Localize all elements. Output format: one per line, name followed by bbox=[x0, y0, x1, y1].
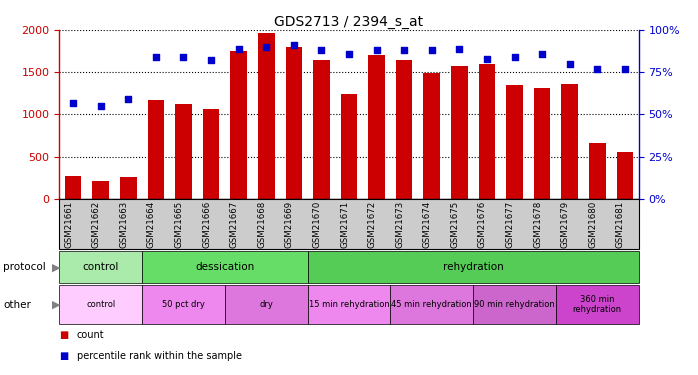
Point bbox=[150, 54, 161, 60]
Text: rehydration: rehydration bbox=[443, 262, 503, 272]
Bar bbox=[203, 110, 219, 199]
Point bbox=[399, 47, 410, 53]
Text: GSM21668: GSM21668 bbox=[258, 200, 266, 248]
Text: GDS2713 / 2394_s_at: GDS2713 / 2394_s_at bbox=[274, 15, 424, 29]
Text: 90 min rehydration: 90 min rehydration bbox=[474, 300, 555, 309]
Bar bbox=[534, 88, 551, 199]
Point bbox=[233, 46, 244, 52]
Bar bbox=[258, 33, 274, 199]
Point bbox=[426, 47, 438, 53]
Bar bbox=[479, 64, 495, 199]
Point bbox=[343, 51, 355, 57]
Text: GSM21667: GSM21667 bbox=[230, 200, 239, 248]
Point bbox=[205, 57, 216, 63]
Bar bbox=[92, 181, 109, 199]
Bar bbox=[561, 84, 578, 199]
Text: GSM21674: GSM21674 bbox=[423, 200, 432, 248]
Text: GSM21679: GSM21679 bbox=[560, 201, 570, 248]
Text: 50 pct dry: 50 pct dry bbox=[162, 300, 205, 309]
Bar bbox=[147, 100, 164, 199]
Point bbox=[482, 56, 493, 62]
Text: GSM21673: GSM21673 bbox=[395, 200, 404, 248]
Bar bbox=[506, 85, 523, 199]
Bar bbox=[396, 60, 413, 199]
Point bbox=[315, 47, 327, 53]
Point bbox=[564, 61, 575, 67]
Text: GSM21676: GSM21676 bbox=[478, 200, 487, 248]
Point bbox=[509, 54, 520, 60]
Text: GSM21662: GSM21662 bbox=[91, 200, 101, 248]
Text: other: other bbox=[3, 300, 31, 310]
Bar bbox=[616, 152, 633, 199]
Text: ▶: ▶ bbox=[52, 262, 61, 272]
Point bbox=[288, 42, 299, 48]
Text: GSM21669: GSM21669 bbox=[285, 201, 294, 248]
Text: GSM21670: GSM21670 bbox=[313, 200, 321, 248]
Bar bbox=[285, 47, 302, 199]
Text: protocol: protocol bbox=[3, 262, 46, 272]
Text: GSM21663: GSM21663 bbox=[119, 200, 128, 248]
Bar bbox=[589, 143, 606, 199]
Text: dry: dry bbox=[259, 300, 273, 309]
Text: control: control bbox=[86, 300, 115, 309]
Bar bbox=[424, 73, 440, 199]
Text: ■: ■ bbox=[59, 351, 68, 361]
Text: GSM21677: GSM21677 bbox=[505, 200, 514, 248]
Point bbox=[371, 47, 383, 53]
Point bbox=[592, 66, 603, 72]
Bar bbox=[230, 51, 247, 199]
Text: GSM21665: GSM21665 bbox=[174, 200, 184, 248]
Bar bbox=[451, 66, 468, 199]
Point bbox=[537, 51, 548, 57]
Text: count: count bbox=[77, 330, 105, 340]
Point bbox=[68, 100, 79, 106]
Text: ■: ■ bbox=[59, 330, 68, 340]
Point bbox=[95, 103, 106, 109]
Point bbox=[454, 46, 465, 52]
Text: ▶: ▶ bbox=[52, 300, 61, 310]
Bar bbox=[65, 176, 82, 199]
Text: control: control bbox=[82, 262, 119, 272]
Text: GSM21678: GSM21678 bbox=[533, 200, 542, 248]
Point bbox=[260, 44, 272, 50]
Text: GSM21671: GSM21671 bbox=[340, 200, 349, 248]
Text: GSM21675: GSM21675 bbox=[450, 200, 459, 248]
Point bbox=[178, 54, 189, 60]
Bar bbox=[369, 56, 385, 199]
Text: GSM21681: GSM21681 bbox=[616, 200, 625, 248]
Text: dessication: dessication bbox=[195, 262, 255, 272]
Text: GSM21672: GSM21672 bbox=[368, 200, 377, 248]
Text: GSM21680: GSM21680 bbox=[588, 200, 597, 248]
Bar bbox=[341, 94, 357, 199]
Point bbox=[123, 96, 134, 102]
Bar bbox=[175, 104, 192, 199]
Text: GSM21664: GSM21664 bbox=[147, 200, 156, 248]
Text: GSM21661: GSM21661 bbox=[64, 200, 73, 248]
Text: 15 min rehydration: 15 min rehydration bbox=[309, 300, 389, 309]
Bar bbox=[313, 60, 329, 199]
Text: percentile rank within the sample: percentile rank within the sample bbox=[77, 351, 242, 361]
Text: GSM21666: GSM21666 bbox=[202, 200, 211, 248]
Point bbox=[619, 66, 630, 72]
Bar bbox=[120, 177, 137, 199]
Text: 45 min rehydration: 45 min rehydration bbox=[392, 300, 472, 309]
Text: 360 min
rehydration: 360 min rehydration bbox=[573, 295, 622, 314]
